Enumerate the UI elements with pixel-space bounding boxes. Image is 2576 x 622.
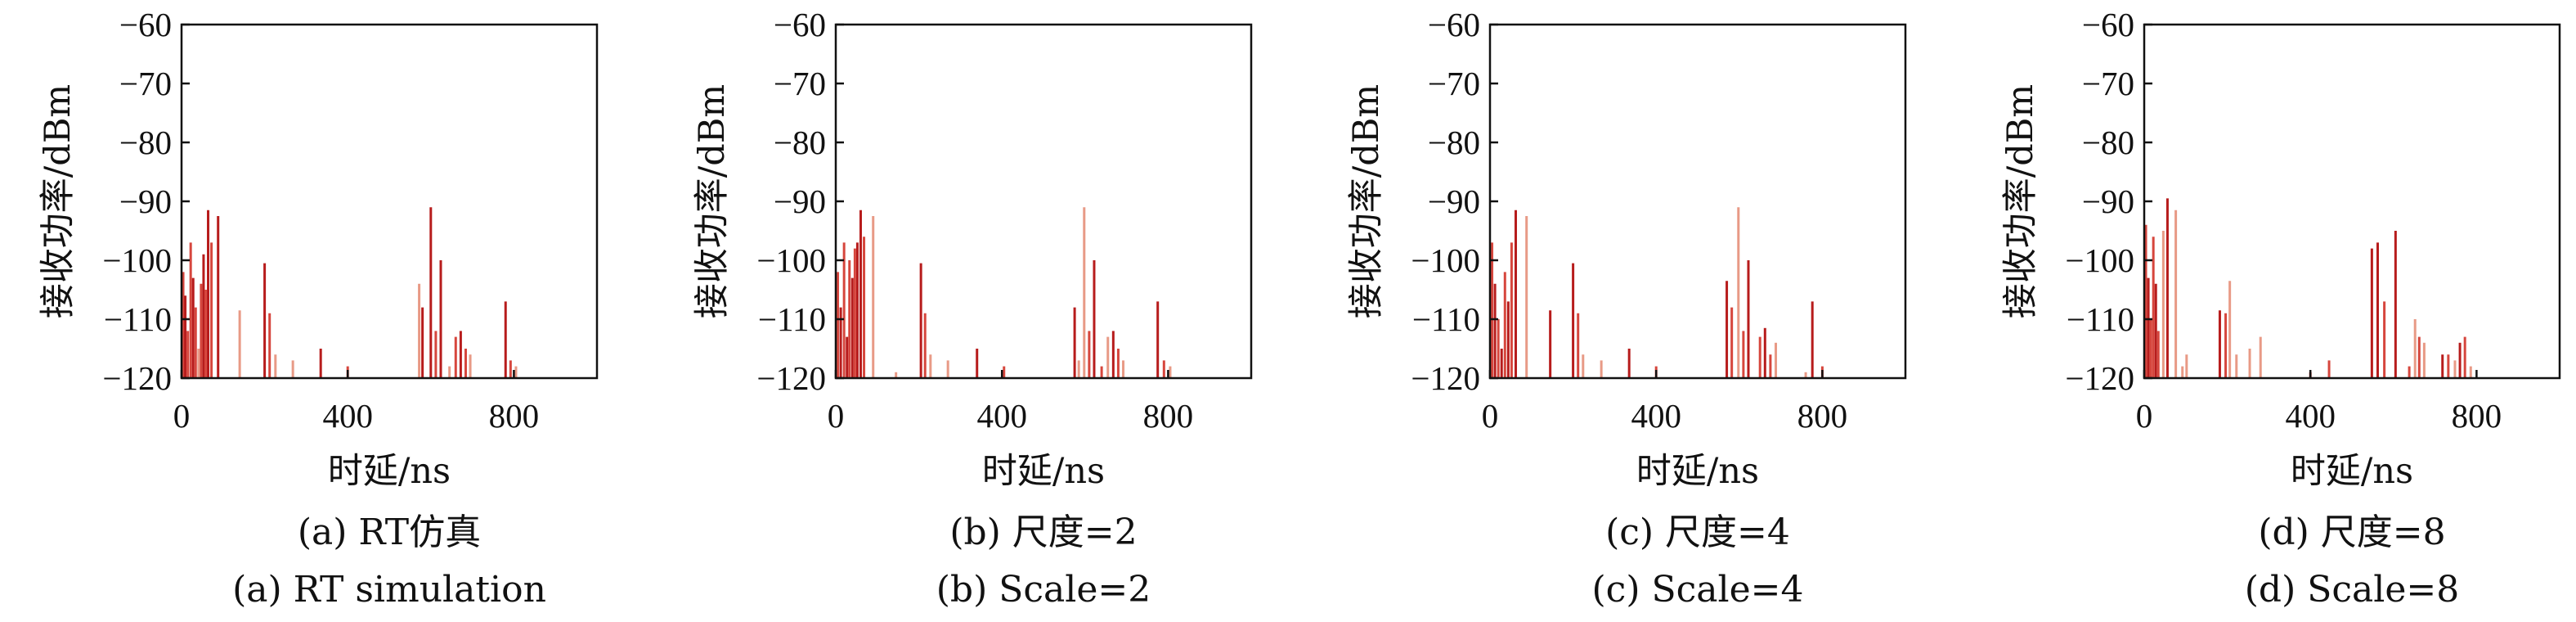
y-tick-label: −90 — [774, 183, 826, 220]
x-tick-label: 0 — [2136, 397, 2153, 435]
y-tick-label: −70 — [1428, 65, 1480, 102]
y-tick-label: −70 — [774, 65, 826, 102]
y-axis-label: 接收功率/dBm — [38, 84, 79, 318]
y-tick-label: −80 — [119, 124, 172, 161]
x-axis-label: 时延/ns — [328, 451, 451, 492]
caption-cn: (c) 尺度=4 — [1605, 512, 1790, 553]
x-tick-label: 400 — [2285, 397, 2336, 435]
y-tick-label: −60 — [119, 6, 172, 43]
y-axis-label: 接收功率/dBm — [692, 84, 733, 318]
chart-panel-2: −120 −110 −100 −90 −80 −70 −60 0 400 800 时延/ns 接收功率… — [692, 6, 1253, 611]
x-tick-label: 800 — [1797, 397, 1848, 435]
y-tick-label: −80 — [774, 124, 826, 161]
y-tick-label: −110 — [104, 300, 172, 338]
y-tick-label: −60 — [774, 6, 826, 43]
y-tick-label: −120 — [756, 359, 826, 397]
y-tick-label: −90 — [2082, 183, 2134, 220]
y-tick-label: −120 — [102, 359, 172, 397]
x-tick-label: 400 — [322, 397, 373, 435]
y-axis-label: 接收功率/dBm — [2000, 84, 2041, 318]
plot-frame — [834, 23, 1253, 380]
caption-en: (d) Scale=8 — [2245, 569, 2459, 611]
y-tick-label: −90 — [119, 183, 172, 220]
caption-en: (a) RT simulation — [232, 569, 546, 611]
caption-cn: (a) RT仿真 — [298, 512, 481, 553]
x-axis-label: 时延/ns — [2291, 451, 2413, 492]
plot-frame — [2143, 23, 2561, 380]
y-tick-label: −100 — [1411, 241, 1480, 279]
x-tick-label: 800 — [1143, 397, 1194, 435]
y-tick-label: −70 — [119, 65, 172, 102]
x-tick-label: 800 — [2452, 397, 2502, 435]
x-tick-label: 0 — [828, 397, 845, 435]
y-tick-label: −120 — [1411, 359, 1480, 397]
y-tick-label: −90 — [1428, 183, 1480, 220]
x-axis-label: 时延/ns — [982, 451, 1105, 492]
y-tick-label: −110 — [2067, 300, 2134, 338]
y-tick-label: −70 — [2082, 65, 2134, 102]
x-tick-label: 400 — [976, 397, 1027, 435]
caption-cn: (d) 尺度=8 — [2258, 512, 2445, 553]
plot-frame — [1488, 23, 1907, 380]
chart-panel-1: −120 −110 −100 −90 −80 −70 −60 0 400 800 时延/ns 接收功率… — [38, 6, 599, 611]
plot-frame — [180, 23, 599, 380]
y-tick-label: −120 — [2065, 359, 2134, 397]
caption-en: (c) Scale=4 — [1592, 569, 1804, 611]
x-tick-label: 0 — [1482, 397, 1499, 435]
y-tick-label: −80 — [1428, 124, 1480, 161]
y-tick-label: −100 — [102, 241, 172, 279]
x-tick-label: 0 — [173, 397, 191, 435]
y-tick-label: −60 — [1428, 6, 1480, 43]
y-tick-label: −110 — [1412, 300, 1480, 338]
x-axis-label: 时延/ns — [1636, 451, 1759, 492]
y-axis-label: 接收功率/dBm — [1346, 84, 1387, 318]
x-tick-label: 400 — [1631, 397, 1681, 435]
y-tick-label: −100 — [2065, 241, 2134, 279]
caption-cn: (b) 尺度=2 — [949, 512, 1137, 553]
x-tick-label: 800 — [489, 397, 540, 435]
chart-panel-4: −120 −110 −100 −90 −80 −70 −60 0 400 800 时延/ns 接收功率… — [2000, 6, 2561, 611]
chart-panel-3: −120 −110 −100 −90 −80 −70 −60 0 400 800 时延/ns 接收功率… — [1346, 6, 1907, 611]
y-tick-label: −110 — [758, 300, 826, 338]
y-tick-label: −60 — [2082, 6, 2134, 43]
caption-en: (b) Scale=2 — [936, 569, 1151, 611]
y-tick-label: −100 — [756, 241, 826, 279]
y-tick-label: −80 — [2082, 124, 2134, 161]
